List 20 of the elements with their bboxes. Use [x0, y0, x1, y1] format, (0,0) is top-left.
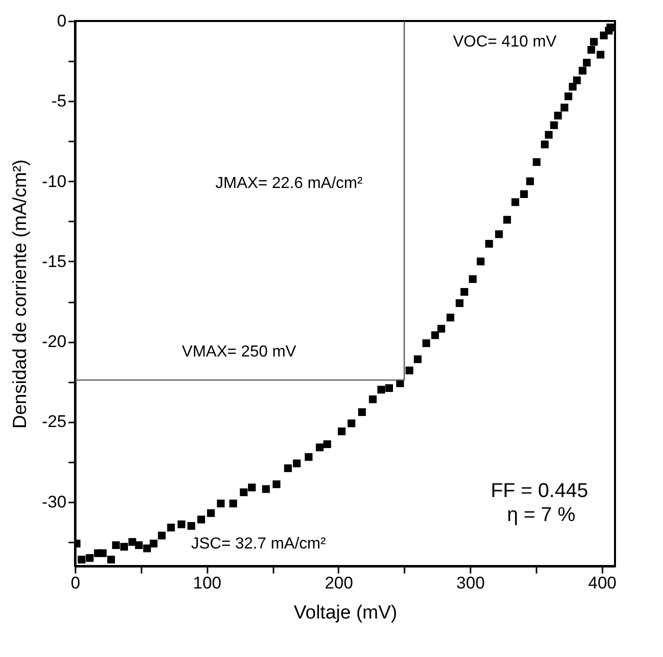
x-tick-label: 0 [70, 574, 80, 592]
y-tick-label: -25 [42, 412, 66, 432]
y-axis-title: Densidad de corriente (mA/cm²) [10, 159, 31, 429]
y-tick-label: -15 [42, 252, 66, 271]
x-tick-label: 400 [588, 574, 617, 592]
y-tick-label: -20 [42, 332, 66, 352]
annotation: VMAX= 250 mV [182, 343, 297, 360]
x-tick-label: 200 [324, 574, 354, 592]
y-tick-label: -5 [51, 92, 66, 111]
annotation: VOC= 410 mV [453, 34, 557, 51]
annotation: JSC= 32.7 mA/cm² [191, 536, 326, 553]
x-tick-label: 100 [193, 574, 222, 592]
annotation: JMAX= 22.6 mA/cm² [215, 174, 364, 192]
x-tick-label: 300 [456, 574, 485, 592]
annotation: η = 7 % [507, 504, 576, 526]
y-tick-label: -10 [42, 172, 66, 191]
x-axis-title: Voltaje (mV) [294, 602, 398, 624]
y-tick-label: -30 [42, 492, 66, 512]
annotation: FF = 0.445 [490, 480, 588, 502]
y-tick-label: 0 [57, 12, 66, 30]
